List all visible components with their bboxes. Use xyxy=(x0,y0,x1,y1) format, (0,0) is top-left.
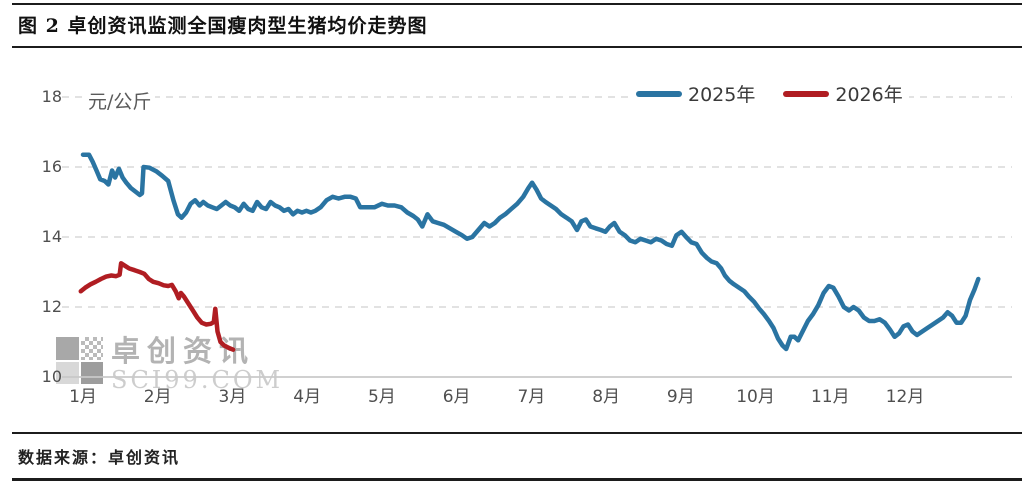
sci99-logo-quadrant xyxy=(56,361,79,384)
x-tick-label: 2月 xyxy=(143,387,172,407)
x-tick-label: 10月 xyxy=(736,387,775,407)
series-line-2026年 xyxy=(78,261,236,352)
watermark-texts: 卓创资讯 SCI99.COM xyxy=(111,334,284,394)
legend-line-swatch xyxy=(636,90,682,97)
chart-legend: 2025年 2026年 xyxy=(630,80,909,107)
y-axis-unit-label: 元/公斤 xyxy=(84,87,156,114)
sci99-logo-quadrant xyxy=(80,361,103,384)
legend-item-2025年: 2025年 xyxy=(636,80,755,107)
watermark-site-text: SCI99.COM xyxy=(111,366,284,394)
footer-separator-rule xyxy=(12,432,1022,434)
watermark-brand-text: 卓创资讯 xyxy=(111,334,256,368)
figure-title: 图 2 卓创资讯监测全国瘦肉型生猪均价走势图 xyxy=(18,15,428,37)
x-tick-label: 6月 xyxy=(442,387,471,407)
legend-label: 2025年 xyxy=(688,84,756,106)
price-line-plot xyxy=(62,96,1012,378)
x-tick-label: 9月 xyxy=(666,387,695,407)
sci99-logo-quadrant xyxy=(56,337,79,360)
sci99-logo-icon xyxy=(56,337,103,384)
top-border-rule xyxy=(12,3,1022,5)
y-tick-label: 10 xyxy=(41,367,62,386)
chart-area: 卓创资讯 SCI99.COM 元/公斤 2025年 2026年 10 12 14 16 1… xyxy=(0,57,1034,432)
series-line-2025年 xyxy=(80,152,981,352)
x-tick-label: 7月 xyxy=(517,387,546,407)
x-tick-label: 12月 xyxy=(885,387,925,407)
legend-line-swatch xyxy=(783,90,830,97)
data-source-label: 数据来源：卓创资讯 xyxy=(18,448,181,467)
sci99-watermark: 卓创资讯 SCI99.COM xyxy=(56,337,283,392)
x-tick-label: 5月 xyxy=(367,387,396,407)
y-tick-label: 12 xyxy=(41,297,62,316)
x-tick-label: 8月 xyxy=(592,387,621,407)
y-tick-label: 16 xyxy=(41,157,62,176)
sci99-logo-quadrant xyxy=(80,337,103,360)
y-tick-label: 18 xyxy=(41,87,62,106)
title-underline-rule xyxy=(12,46,1022,48)
x-tick-label: 11月 xyxy=(810,387,850,407)
x-tick-label: 3月 xyxy=(218,387,247,407)
y-tick-label: 14 xyxy=(41,227,62,246)
bottom-border-rule xyxy=(12,478,1022,481)
legend-item-2026年: 2026年 xyxy=(783,80,903,107)
x-tick-label: 4月 xyxy=(293,387,322,407)
x-tick-label: 1月 xyxy=(69,387,97,407)
legend-label: 2026年 xyxy=(835,84,903,106)
